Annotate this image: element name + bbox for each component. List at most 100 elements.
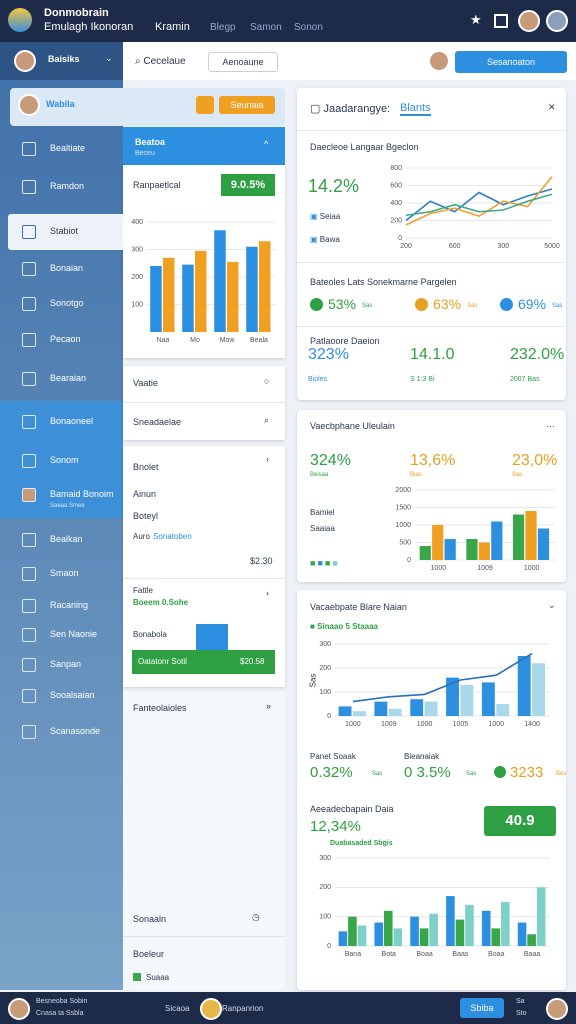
kpi-icon <box>415 298 428 311</box>
bar <box>432 525 444 560</box>
list-row[interactable]: Vaatie <box>133 378 158 388</box>
row-icon[interactable]: ⌕ <box>264 415 270 425</box>
chevron[interactable]: ⌄ <box>548 600 556 610</box>
window-icon[interactable] <box>494 14 508 28</box>
sidebar-item[interactable]: Sanpan <box>50 659 82 669</box>
chevron[interactable]: » <box>266 701 272 711</box>
y-tick-label: 0 <box>407 557 411 564</box>
detail-value: 323% <box>308 346 349 363</box>
side-label: Saaiaa <box>310 524 335 533</box>
y-tick-label: 500 <box>399 539 411 546</box>
nav-link[interactable]: Sonon <box>294 22 323 33</box>
sidebar-item[interactable]: Sen Naonie <box>50 629 98 639</box>
metric-badge: 9.0.5% <box>221 174 275 196</box>
nav-link[interactable]: Samon <box>250 22 282 33</box>
bar <box>501 902 510 946</box>
legend-item: ▣ Seiaa <box>310 212 341 221</box>
y-tick-label: 1000 <box>395 522 411 529</box>
kpi-value: 23,0% <box>512 452 558 469</box>
line <box>405 193 553 217</box>
orange-icon[interactable] <box>196 96 214 114</box>
nav-link[interactable]: Blegp <box>210 22 236 33</box>
sidebar-item[interactable]: Bonaoneel <box>50 416 94 426</box>
divider <box>297 130 566 131</box>
detail-link-label: Auro <box>133 532 150 541</box>
x-tick-label: Bota <box>382 951 397 958</box>
close[interactable]: ✕ <box>548 102 556 112</box>
y-tick-label: 300 <box>319 855 331 862</box>
detail-value: 232.0% <box>510 346 565 363</box>
footer-row[interactable]: Suaaa <box>146 973 170 982</box>
bar <box>525 511 537 560</box>
detail-note: S 1:3 Bi <box>410 376 435 383</box>
divider <box>297 326 566 327</box>
x-tick-label: 1000 <box>417 721 433 728</box>
bar <box>513 514 525 560</box>
sidebar-item[interactable]: Pecaon <box>50 334 81 344</box>
collapse[interactable]: ^ <box>264 139 269 149</box>
x-tick-label: 1000 <box>524 565 540 572</box>
star-icon[interactable]: ★ <box>470 12 482 27</box>
row-icon[interactable]: ◷ <box>252 912 260 922</box>
item-icon <box>22 689 36 703</box>
sidebar-item[interactable]: Bealtiate <box>50 143 86 153</box>
menu[interactable]: … <box>546 419 555 429</box>
bar <box>352 711 366 716</box>
avatar[interactable] <box>546 10 568 32</box>
strip-button[interactable]: Seunaia <box>219 96 275 114</box>
sidebar-item[interactable]: Bamaid Bonoim <box>50 489 114 499</box>
primary-button[interactable]: Sesanoaton <box>455 51 567 73</box>
sidebar-item[interactable]: Bealkan <box>50 534 83 544</box>
section-title: Daecleoe Langaar Bgeclon <box>310 142 419 152</box>
x-tick-label: 600 <box>449 243 461 250</box>
bar <box>214 230 226 332</box>
sidebar-item[interactable]: Sooalsaian <box>50 690 95 700</box>
sidebar-item[interactable]: Sonotgo <box>50 298 84 308</box>
filter[interactable]: Aenoaune <box>208 52 278 72</box>
row-icon[interactable]: ○ <box>264 376 270 386</box>
list-row[interactable]: Sneadaelae <box>133 417 182 427</box>
detail-link[interactable]: Sonatoben <box>153 532 192 541</box>
legend-swatches: ■■■■ <box>310 558 340 568</box>
bottom-text[interactable]: Sicaoa <box>165 1004 190 1013</box>
footer-row[interactable]: Sonaaln <box>133 914 167 924</box>
search[interactable]: ⌕ Cecelaue <box>135 56 186 67</box>
avatar[interactable] <box>518 10 540 32</box>
button-text: Seunaia <box>230 100 264 110</box>
sidebar-item[interactable]: Bonaian <box>50 263 84 273</box>
more-title[interactable]: Fanteolaioles <box>133 703 187 713</box>
sidebar-item[interactable]: Racaning <box>50 600 89 610</box>
search-text: Cecelaue <box>143 56 186 67</box>
trend-title: Vacaebpate Blare Naian <box>310 602 407 612</box>
sidebar-highlight <box>0 401 123 518</box>
volume-chart: 0 500 1000 1500 2000 1000 1009 1000 <box>395 487 555 572</box>
progress-subtitle: Boeem 0.Sohe <box>133 598 189 607</box>
kpi-suffix: Sas <box>552 303 563 309</box>
footer-row[interactable]: Boeleur <box>133 949 165 959</box>
x-tick-label: 1000 <box>488 721 504 728</box>
x-tick-label: Baaa <box>524 951 540 958</box>
chevron[interactable]: › <box>266 454 269 464</box>
divider <box>123 936 285 937</box>
sidebar-item[interactable]: Smaon <box>50 568 79 578</box>
bar <box>388 708 402 716</box>
x-tick-label: Baas <box>452 951 468 958</box>
sidebar-item[interactable]: Sonom <box>50 455 79 465</box>
y-tick-label: 2000 <box>395 487 411 494</box>
sidebar-user-name: Baisiks <box>48 54 80 64</box>
bottom-button[interactable]: Sbiba <box>460 998 504 1018</box>
item-icon <box>22 725 36 739</box>
sidebar-item[interactable]: Bearaian <box>50 373 87 383</box>
sidebar-item[interactable]: Stabiot <box>50 226 79 236</box>
sidebar-item[interactable]: Ramdon <box>50 181 85 191</box>
chevron[interactable]: › <box>266 588 269 598</box>
x-tick-label: 1400 <box>524 721 540 728</box>
x-tick-label: Mow <box>220 337 236 344</box>
tab-active[interactable]: Blants <box>400 102 431 116</box>
bar <box>374 701 388 716</box>
detail-line: Ainun <box>133 489 157 499</box>
panel-header <box>123 127 285 165</box>
chevron[interactable]: ⌄ <box>105 53 113 63</box>
sidebar-item[interactable]: Scanasonde <box>50 726 101 736</box>
